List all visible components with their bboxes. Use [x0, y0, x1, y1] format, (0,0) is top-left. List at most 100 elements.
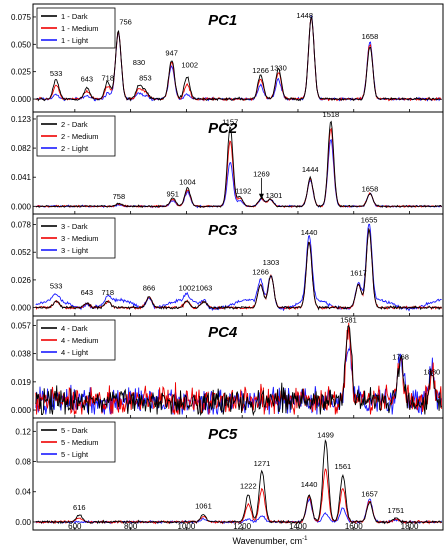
x-tick-label: 1200 [233, 522, 251, 531]
legend-label: 4 - Dark [61, 324, 88, 333]
y-tick-label: 0.000 [11, 406, 32, 415]
peak-label: 1561 [335, 462, 352, 471]
peak-label: 1499 [317, 430, 334, 439]
peak-label: 1751 [388, 506, 405, 515]
panel-5: 0.00 0.04 0.08 0.12 616 1061 1222 1271 1440 1499 1… [15, 417, 444, 531]
y-tick-label: 0.000 [11, 95, 32, 104]
y-tick-label: 0.00 [15, 518, 31, 527]
peak-label: 1617 [350, 269, 367, 278]
series-line-3 [35, 497, 443, 525]
series-line-1 [35, 120, 443, 209]
peak-label: 1063 [196, 284, 213, 293]
x-tick-label: 1600 [345, 522, 363, 531]
x-tick-label: 1400 [289, 522, 307, 531]
panel-frame [32, 417, 444, 531]
peak-label: 1266 [252, 66, 269, 75]
series-line-1 [35, 227, 442, 311]
y-tick-label: 0.000 [11, 304, 32, 313]
legend-label: 4 - Light [61, 348, 89, 357]
legend-label: 1 - Dark [61, 12, 88, 21]
peak-label: 951 [166, 189, 179, 198]
peak-label: 1061 [195, 501, 212, 510]
y-tick-label: 0.04 [15, 488, 31, 497]
panel-title: PC1 [208, 12, 237, 29]
series-line-1 [35, 325, 442, 417]
peak-label: 1658 [362, 184, 379, 193]
panel-3: 0.000 0.026 0.052 0.078 533 643 718 866 1002 1063… [11, 213, 444, 317]
peak-label: 1002 [181, 60, 198, 69]
legend-label: 5 - Medium [61, 438, 99, 447]
peak-label: 1658 [362, 32, 379, 41]
y-tick-label: 0.057 [11, 321, 32, 330]
peak-label: 866 [143, 284, 156, 293]
legend-label: 1 - Medium [61, 24, 99, 33]
panels-group: 0.000 0.025 0.050 0.075 533 643 718 756 830 853 94… [11, 3, 444, 531]
panel-title: PC5 [208, 426, 238, 443]
y-tick-label: 0.075 [11, 13, 32, 22]
peak-label: 1002 [179, 284, 196, 293]
y-tick-label: 0.019 [11, 378, 32, 387]
x-tick-label: 1800 [401, 522, 419, 531]
legend-label: 3 - Dark [61, 222, 88, 231]
legend-label: 4 - Medium [61, 336, 99, 345]
legend-label: 2 - Dark [61, 120, 88, 129]
peak-arrow-head [258, 193, 264, 200]
x-tick-label: 1000 [178, 522, 196, 531]
y-tick-label: 0.025 [11, 68, 32, 77]
peak-label: 718 [101, 288, 114, 297]
peak-label: 1303 [263, 258, 280, 267]
peak-label: 1301 [266, 191, 283, 200]
peak-label: 643 [81, 75, 94, 84]
series-line-1 [35, 15, 442, 102]
peak-label: 616 [73, 503, 86, 512]
series-line-3 [35, 223, 442, 312]
legend-label: 3 - Medium [61, 234, 99, 243]
legend-label: 1 - Light [61, 36, 89, 45]
peak-label: 1518 [323, 110, 340, 119]
peak-label: 1768 [392, 353, 409, 362]
y-tick-label: 0.078 [11, 221, 32, 230]
peak-label: 947 [165, 48, 178, 57]
peak-label: 1266 [252, 268, 269, 277]
peak-label: 1657 [361, 489, 378, 498]
peak-label: 1192 [235, 187, 251, 196]
peak-label: 1004 [179, 177, 196, 186]
y-tick-label: 0.08 [15, 458, 31, 467]
y-tick-label: 0.052 [11, 248, 32, 257]
peak-label: 853 [139, 73, 152, 82]
y-tick-label: 0.12 [15, 427, 31, 436]
peak-label: 830 [133, 58, 146, 67]
y-tick-label: 0.082 [11, 144, 32, 153]
peak-label: 1448 [296, 11, 313, 20]
peak-label: 1444 [302, 165, 319, 174]
peak-label: 643 [81, 288, 94, 297]
panel-1: 0.000 0.025 0.050 0.075 533 643 718 756 830 853 94… [11, 3, 444, 113]
panel-4: 0.000 0.019 0.038 0.057 1581 1768 1880 PC4 4 - D… [11, 315, 444, 419]
x-tick-label: 600 [68, 522, 82, 531]
x-tick-label: 800 [124, 522, 138, 531]
peak-label: 1222 [240, 482, 257, 491]
legend-label: 2 - Light [61, 144, 89, 153]
peak-label: 1269 [253, 169, 270, 178]
y-tick-label: 0.026 [11, 276, 32, 285]
x-axis-ticks: 600 800 1000 1200 1400 1600 1800 [68, 522, 419, 531]
peak-label: 1581 [340, 315, 357, 324]
legend-label: 5 - Light [61, 450, 89, 459]
y-tick-label: 0.123 [11, 115, 32, 124]
panel-title: PC4 [208, 324, 238, 341]
x-axis-label-text: Wavenumber, cm [232, 536, 302, 546]
y-tick-label: 0.000 [11, 202, 32, 211]
peak-label: 756 [119, 18, 132, 27]
panel-title: PC3 [208, 222, 238, 239]
panel-title: PC2 [208, 120, 238, 137]
peak-label: 1271 [254, 459, 271, 468]
peak-label: 533 [50, 281, 63, 290]
peak-label: 1157 [222, 118, 238, 127]
series-line-1 [35, 439, 442, 525]
legend-label: 5 - Dark [61, 426, 88, 435]
x-axis-label: Wavenumber, cm-1 [232, 536, 308, 546]
peak-label: 1330 [270, 64, 287, 73]
peak-label: 758 [113, 192, 126, 201]
